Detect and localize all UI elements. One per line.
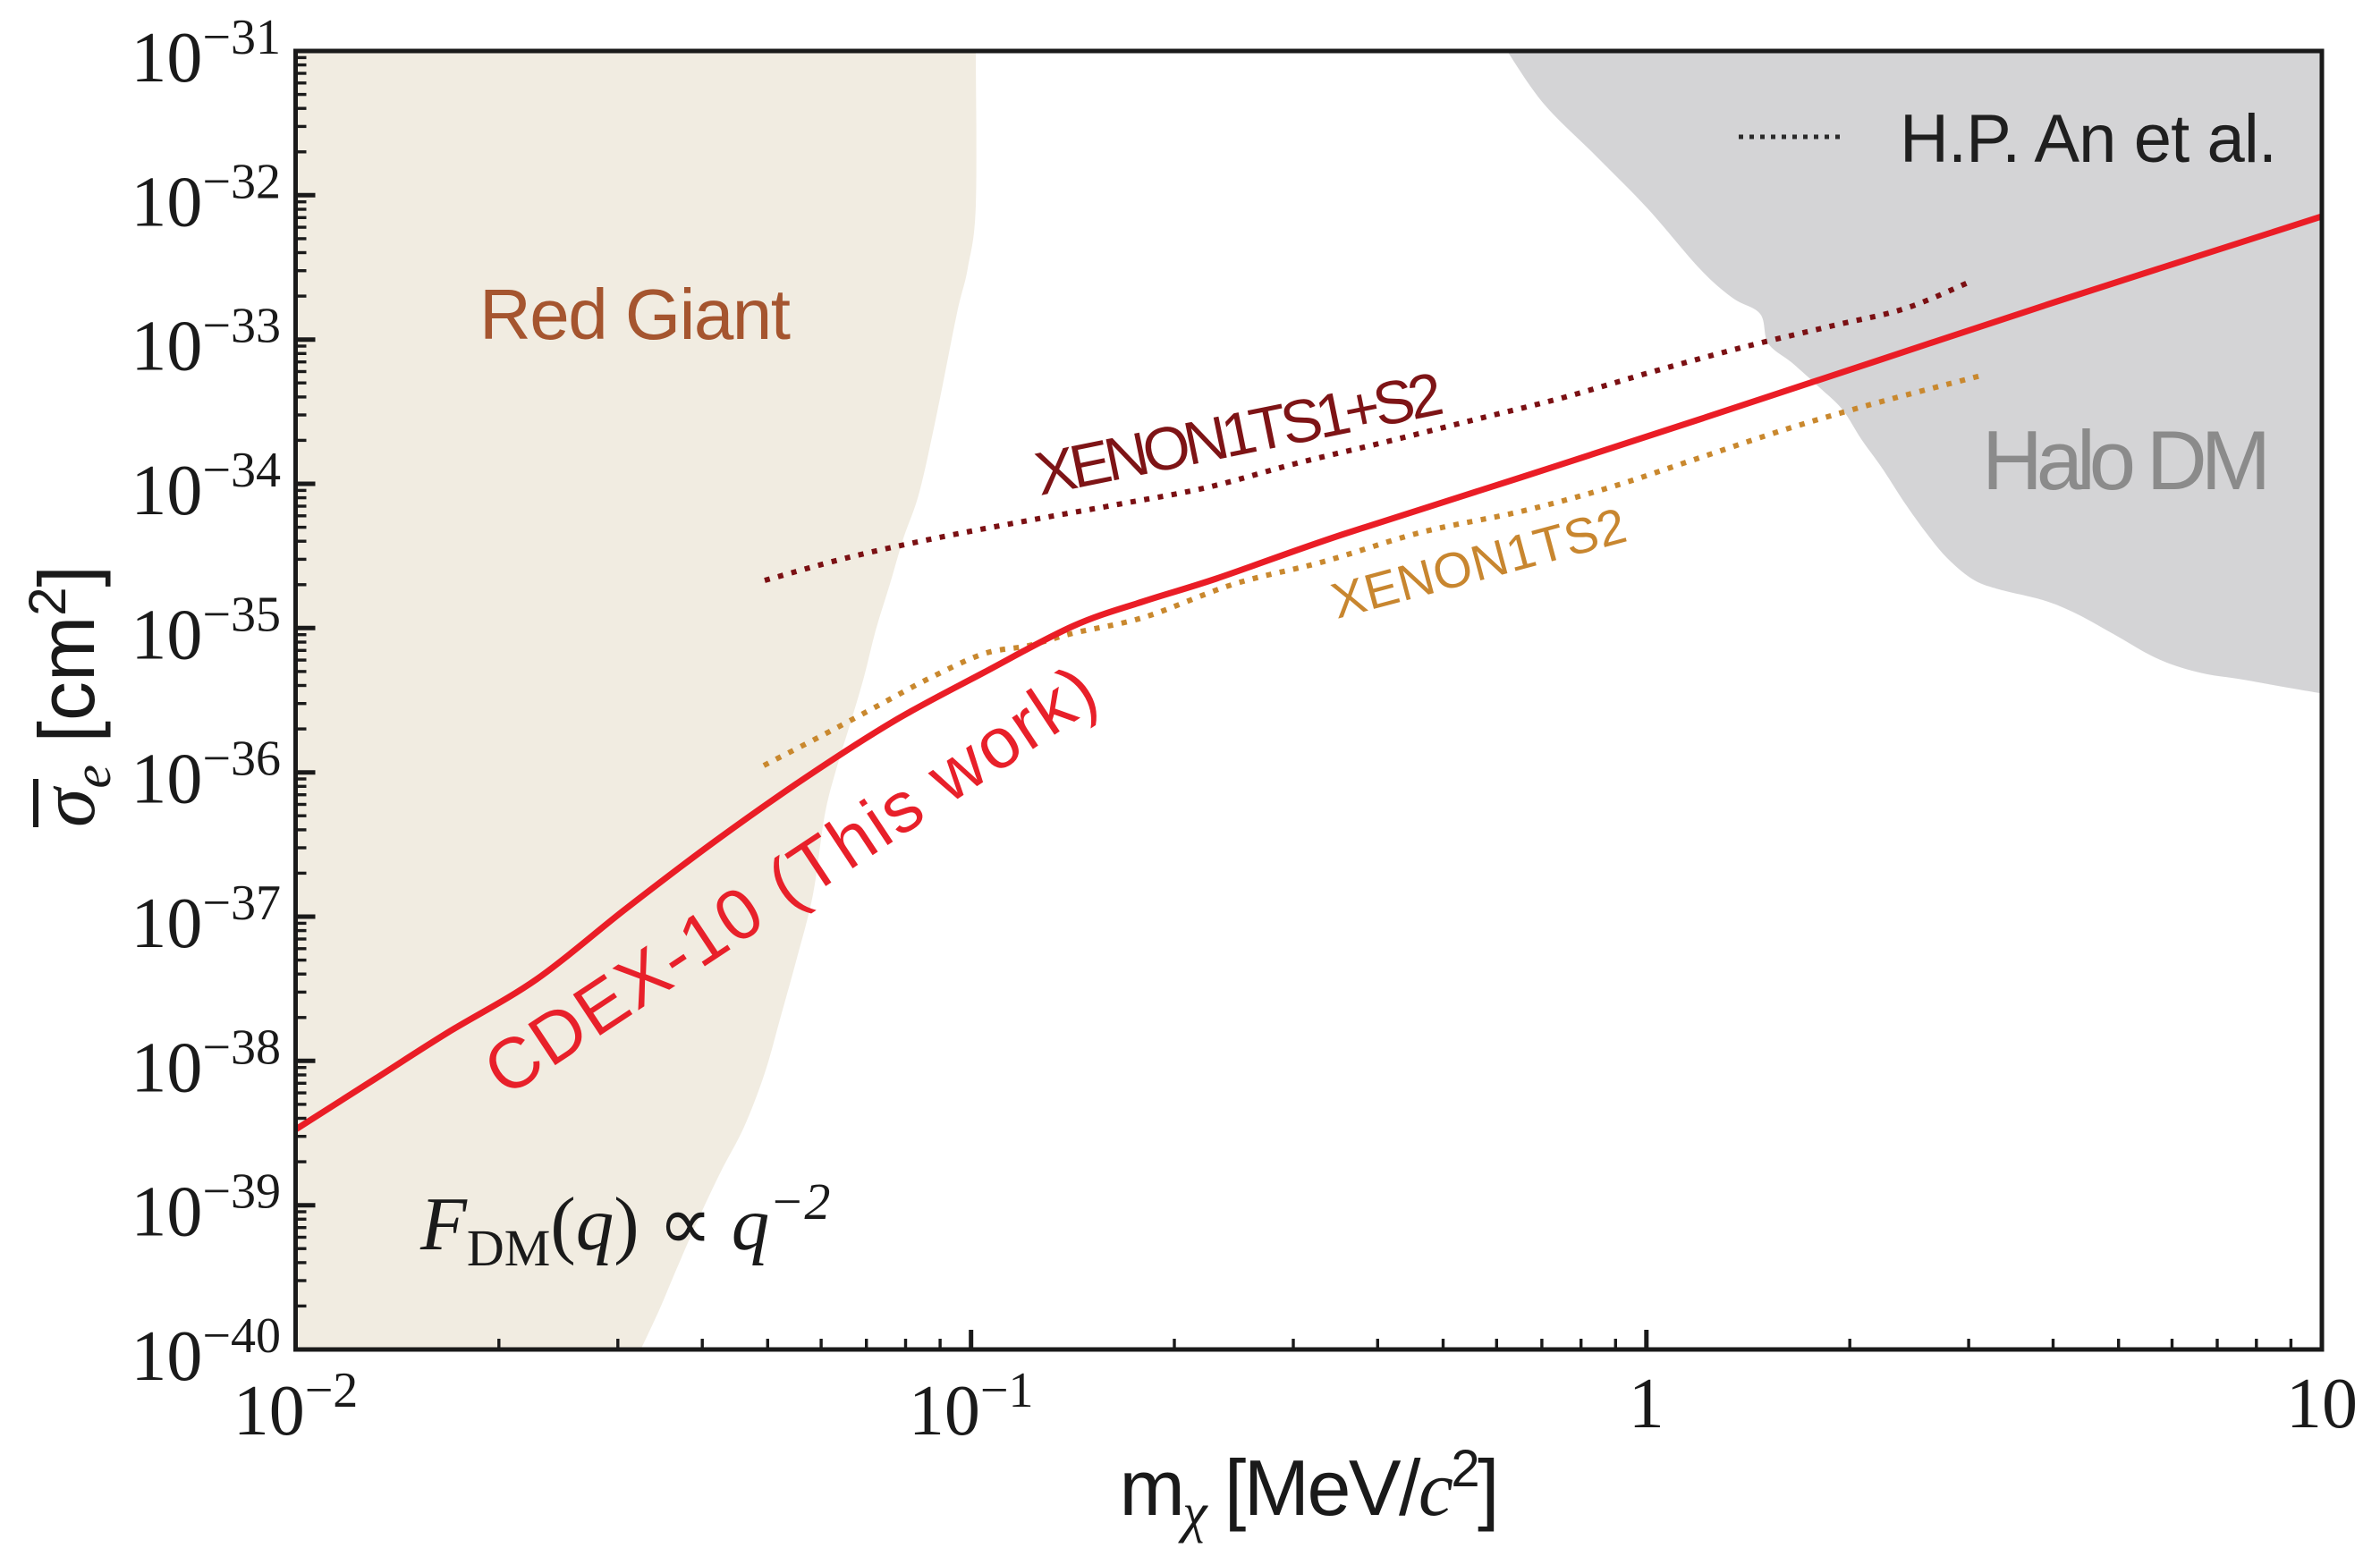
svg-text:10: 10 xyxy=(2286,1365,2358,1443)
svg-text:1: 1 xyxy=(1629,1365,1664,1443)
svg-text:mχ [MeV/c2]: mχ [MeV/c2] xyxy=(1120,1440,1500,1544)
svg-text:H.P. An et al.: H.P. An et al. xyxy=(1900,101,2277,177)
svg-text:Red Giant: Red Giant xyxy=(479,275,791,354)
svg-text:FDM(q) ∝ q−2: FDM(q) ∝ q−2 xyxy=(419,1172,830,1277)
svg-text:Halo DM: Halo DM xyxy=(1982,413,2271,507)
svg-text:10−34: 10−34 xyxy=(131,443,281,530)
svg-text:σe [cm2]: σe [cm2] xyxy=(19,565,122,827)
